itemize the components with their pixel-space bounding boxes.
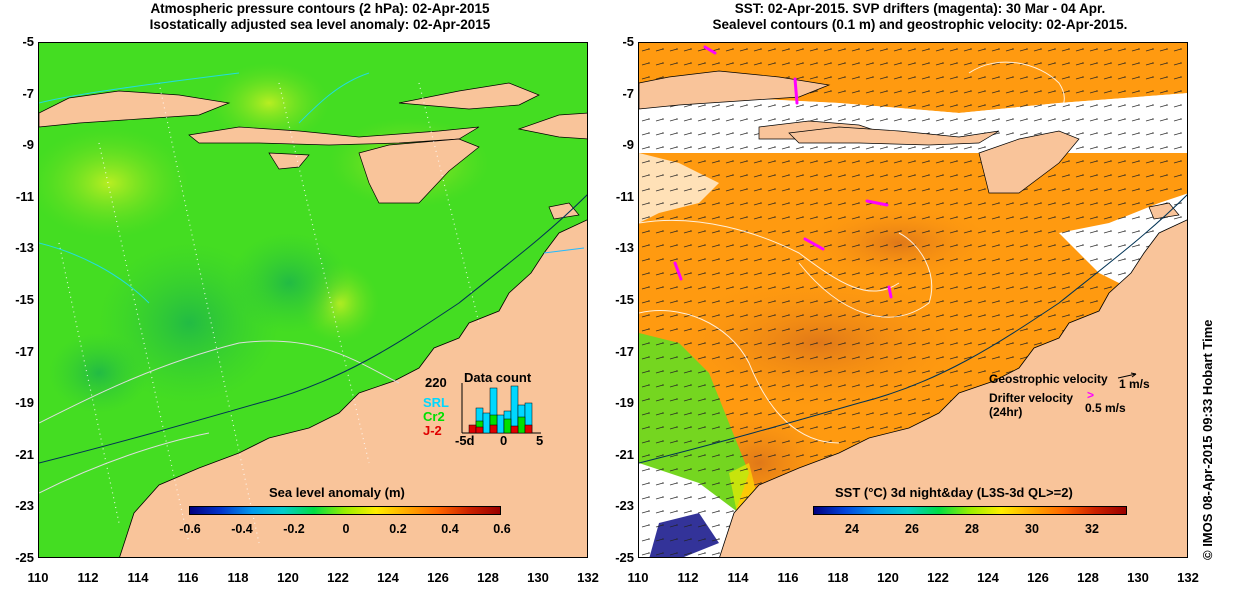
right-x-tick: 122 bbox=[927, 570, 949, 585]
left-y-tick: -5 bbox=[22, 34, 34, 49]
credit-text: © IMOS 08-Apr-2015 09:33 Hobart Time bbox=[1200, 319, 1215, 560]
right-x-tick: 110 bbox=[627, 570, 649, 585]
left-title-line1: Atmospheric pressure contours (2 hPa): 0… bbox=[150, 1, 490, 16]
inset-series-j2: J-2 bbox=[423, 423, 442, 438]
sst-label-1: 26 bbox=[905, 522, 919, 536]
right-title-line1: SST: 02-Apr-2015. SVP drifters (magenta)… bbox=[734, 1, 1106, 16]
drifter-velocity-scale: 0.5 m/s bbox=[1085, 401, 1126, 415]
sla-colorbar bbox=[189, 506, 501, 515]
right-y-tick: -9 bbox=[622, 137, 634, 152]
drifter-velocity-label: Drifter velocity bbox=[989, 391, 1074, 405]
right-y-tick: -7 bbox=[622, 86, 634, 101]
drifter-velocity-sub: (24hr) bbox=[989, 405, 1023, 419]
left-x-tick: 120 bbox=[277, 570, 299, 585]
right-y-tick: -11 bbox=[615, 189, 634, 204]
sst-colorbar bbox=[813, 506, 1127, 515]
inset-x-label-center: 0 bbox=[500, 433, 508, 448]
sla-label-0: -0.6 bbox=[179, 522, 201, 536]
left-y-tick: -13 bbox=[15, 240, 34, 255]
sla-label-5: 0.4 bbox=[441, 522, 459, 536]
sst-label-2: 28 bbox=[965, 522, 979, 536]
sst-label-4: 32 bbox=[1085, 522, 1099, 536]
right-x-tick: 128 bbox=[1077, 570, 1099, 585]
inset-series-srl: SRL bbox=[423, 395, 449, 410]
right-x-tick: 112 bbox=[677, 570, 699, 585]
right-y-tick: -15 bbox=[615, 292, 634, 307]
right-x-tick: 130 bbox=[1127, 570, 1149, 585]
left-x-tick: 124 bbox=[377, 570, 399, 585]
left-y-tick: -11 bbox=[15, 189, 34, 204]
sla-label-4: 0.2 bbox=[389, 522, 407, 536]
right-x-tick: 126 bbox=[1027, 570, 1049, 585]
geo-velocity-arrow-icon bbox=[1117, 372, 1137, 379]
drifter-arrow-icon: > bbox=[1087, 388, 1095, 402]
left-x-tick: 126 bbox=[427, 570, 449, 585]
sst-map-canvas bbox=[639, 43, 1187, 557]
data-count-inset bbox=[461, 383, 541, 434]
left-title-line2: Isostatically adjusted sea level anomaly… bbox=[149, 17, 491, 32]
inset-series-cr2: Cr2 bbox=[423, 409, 445, 424]
sst-map: Geostrophic velocity 1 m/s Drifter veloc… bbox=[638, 42, 1188, 558]
right-y-tick: -17 bbox=[615, 344, 634, 359]
left-y-tick: -23 bbox=[15, 498, 34, 513]
sla-colorbar-title: Sea level anomaly (m) bbox=[269, 485, 405, 500]
right-y-tick: -5 bbox=[622, 34, 634, 49]
left-y-tick: -9 bbox=[22, 137, 34, 152]
left-y-tick: -21 bbox=[15, 447, 34, 462]
inset-x-label-left: -5d bbox=[455, 433, 475, 448]
right-y-tick: -23 bbox=[615, 498, 634, 513]
left-x-tick: 110 bbox=[27, 570, 49, 585]
left-y-tick: -17 bbox=[15, 344, 34, 359]
sst-colorbar-title: SST (°C) 3d night&day (L3S-3d QL>=2) bbox=[835, 485, 1073, 500]
left-x-tick: 122 bbox=[327, 570, 349, 585]
left-x-tick: 128 bbox=[477, 570, 499, 585]
sla-label-6: 0.6 bbox=[493, 522, 511, 536]
inset-x-label-right: 5 bbox=[536, 433, 544, 448]
sea-level-map-canvas bbox=[39, 43, 587, 557]
right-x-tick: 116 bbox=[777, 570, 799, 585]
left-x-tick: 112 bbox=[77, 570, 99, 585]
sla-label-2: -0.2 bbox=[283, 522, 305, 536]
right-x-tick: 120 bbox=[877, 570, 899, 585]
left-x-tick: 116 bbox=[177, 570, 199, 585]
left-y-tick: -25 bbox=[15, 550, 34, 565]
sla-label-3: 0 bbox=[342, 522, 350, 536]
geo-velocity-label: Geostrophic velocity bbox=[989, 372, 1108, 386]
left-x-tick: 118 bbox=[227, 570, 249, 585]
right-x-tick: 124 bbox=[977, 570, 999, 585]
geo-velocity-scale: 1 m/s bbox=[1119, 377, 1150, 391]
sea-level-map: Data count 220 SRL Cr2 J-2 -5d 0 5 Sea l… bbox=[38, 42, 588, 558]
right-y-tick: -25 bbox=[615, 550, 634, 565]
sla-label-1: -0.4 bbox=[231, 522, 253, 536]
left-y-tick: -7 bbox=[22, 86, 34, 101]
left-x-tick: 114 bbox=[127, 570, 149, 585]
left-y-tick: -19 bbox=[15, 395, 34, 410]
inset-max-label: 220 bbox=[425, 375, 447, 390]
sst-label-3: 30 bbox=[1025, 522, 1039, 536]
right-y-tick: -21 bbox=[615, 447, 634, 462]
sst-label-0: 24 bbox=[845, 522, 859, 536]
right-x-tick: 132 bbox=[1177, 570, 1199, 585]
right-y-tick: -19 bbox=[615, 395, 634, 410]
inset-title: Data count bbox=[464, 370, 532, 385]
left-x-tick: 132 bbox=[577, 570, 599, 585]
right-title-line2: Sealevel contours (0.1 m) and geostrophi… bbox=[712, 17, 1128, 32]
right-x-tick: 114 bbox=[727, 570, 749, 585]
right-y-tick: -13 bbox=[615, 240, 634, 255]
right-x-tick: 118 bbox=[827, 570, 849, 585]
left-x-tick: 130 bbox=[527, 570, 549, 585]
left-y-tick: -15 bbox=[15, 292, 34, 307]
